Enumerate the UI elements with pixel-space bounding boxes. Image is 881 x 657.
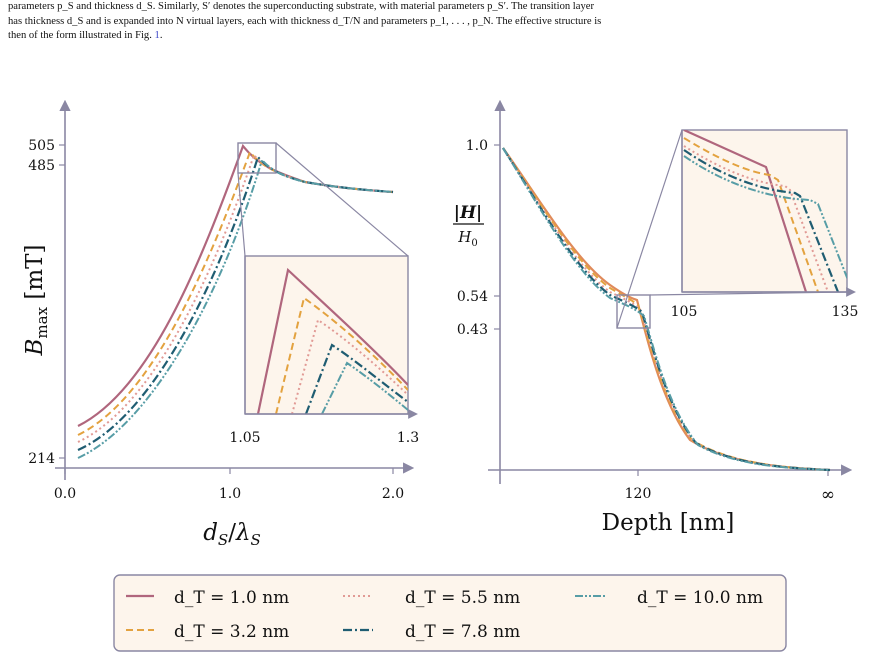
right-inset: 105 135	[671, 129, 859, 320]
left-series-lines	[77, 143, 394, 459]
legend-label-dt-7-8: d_T = 7.8 nm	[405, 622, 520, 642]
legend-entry-dt-7-8: d_T = 7.8 nm	[343, 622, 520, 642]
intro-line-1: parameters p_S and thickness d_S. Simila…	[8, 1, 594, 12]
legend-box	[113, 574, 787, 652]
left-line-dt-3-2	[77, 149, 394, 436]
legend-label-dt-5-5: d_T = 5.5 nm	[405, 588, 520, 608]
left-x-ticks: 0.0 1.0 2.0	[54, 468, 404, 502]
left-line-dt-10-0	[77, 158, 394, 459]
left-inset-xtick-label-2: 1.3	[397, 430, 419, 446]
intro-line-3-end: .	[159, 30, 163, 41]
left-inset-line-dt-10-0	[321, 361, 408, 414]
left-inset-line-dt-5-5	[291, 318, 408, 414]
left-zoom-connector-2	[275, 142, 409, 257]
right-inset-xtick-label-1: 105	[671, 304, 698, 320]
legend-entry-dt-1-0: d_T = 1.0 nm	[126, 588, 289, 608]
left-xtick-label-1: 1.0	[219, 486, 241, 502]
right-y-axis-label: |H| H0	[453, 203, 484, 249]
legend-label-dt-1-0: d_T = 1.0 nm	[174, 588, 289, 608]
legend-entry-dt-10-0: d_T = 10.0 nm	[575, 588, 763, 608]
intro-line-3: then of the form illustrated in Fig. 1.	[8, 30, 162, 41]
left-ytick-label-214: 214	[28, 451, 55, 467]
figure-reference-link[interactable]: 1	[154, 30, 160, 41]
legend-label-dt-10-0: d_T = 10.0 nm	[637, 588, 763, 608]
left-zoom-region	[237, 142, 277, 174]
left-inset-line-dt-3-2	[275, 296, 408, 414]
right-line-dt-10-0	[502, 147, 831, 471]
left-xtick-label-0: 0.0	[54, 486, 76, 502]
right-inset-line-dt-10-0	[683, 155, 847, 281]
legend-entry-dt-3-2: d_T = 3.2 nm	[126, 622, 289, 642]
left-inset-background	[244, 255, 409, 415]
left-inset-line-dt-1-0	[256, 267, 408, 414]
right-y-ticks: 1.0 0.54 0.43	[457, 138, 500, 338]
left-ytick-label-485: 485	[28, 158, 55, 174]
right-ylabel-numerator: |H|	[454, 203, 482, 223]
right-xtick-label-120: 120	[625, 486, 652, 502]
left-chart: 505 485 214 0.0 1.0 2.0 Bmax [mT] dS/λS	[22, 99, 419, 549]
right-zoom-connector-1	[616, 129, 683, 329]
intro-paragraph: parameters p_S and thickness d_S. Simila…	[8, 0, 874, 44]
right-chart: 1.0 0.54 0.43 120 ∞ |H| H0 Depth [nm]	[453, 99, 859, 536]
right-ylabel-denominator: H0	[457, 228, 477, 249]
left-inset-xtick-label-1: 1.05	[229, 430, 260, 446]
left-y-axis-label: Bmax [mT]	[22, 245, 51, 357]
right-ytick-label-0-43: 0.43	[457, 322, 488, 338]
right-xtick-label-inf: ∞	[821, 485, 835, 505]
right-inset-line-dt-3-2	[683, 137, 819, 292]
right-inset-background	[681, 129, 848, 293]
right-inset-xtick-label-2: 135	[832, 304, 859, 320]
right-ytick-label-1-0: 1.0	[466, 138, 488, 154]
right-x-ticks: 120 ∞	[625, 470, 835, 505]
legend-label-dt-3-2: d_T = 3.2 nm	[174, 622, 289, 642]
legend-entry-dt-5-5: d_T = 5.5 nm	[343, 588, 520, 608]
left-inset: 1.05 1.3	[229, 255, 419, 446]
left-y-ticks: 505 485 214	[28, 138, 65, 467]
left-line-dt-7-8	[77, 154, 394, 452]
left-inset-line-dt-7-8	[304, 343, 408, 414]
left-x-axis-label: dS/λS	[203, 520, 261, 549]
right-inset-line-dt-1-0	[683, 130, 808, 292]
left-xtick-label-2: 2.0	[382, 486, 404, 502]
legend: d_T = 1.0 nm d_T = 3.2 nm d_T = 5.5 nm d…	[113, 574, 787, 652]
right-ytick-label-0-54: 0.54	[457, 289, 488, 305]
right-zoom-region	[616, 294, 651, 329]
right-inset-line-dt-7-8	[683, 149, 840, 292]
intro-line-2: has thickness d_S and is expanded into N…	[8, 15, 602, 27]
right-x-axis-label: Depth [nm]	[602, 510, 735, 536]
intro-line-3-text: then of the form illustrated in Fig.	[8, 30, 155, 41]
right-series-lines	[502, 147, 831, 472]
left-zoom-connector-1	[237, 172, 246, 257]
left-ytick-label-505: 505	[28, 138, 55, 154]
